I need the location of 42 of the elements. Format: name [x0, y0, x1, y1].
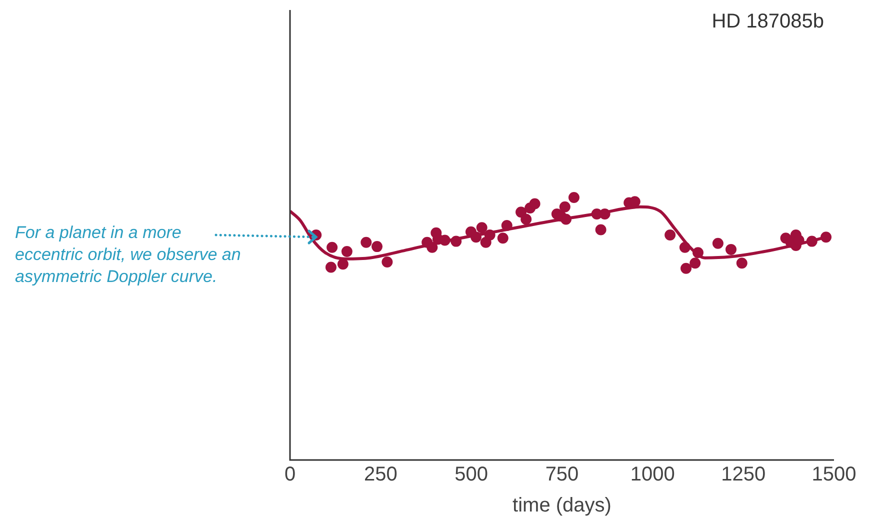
point: [680, 262, 692, 274]
point: [568, 192, 580, 203]
point: [529, 198, 540, 210]
chart-title: HD 187085b: [712, 10, 824, 33]
point: [692, 247, 704, 258]
point: [337, 258, 348, 270]
point: [439, 234, 450, 246]
point: [382, 256, 393, 268]
point: [520, 214, 532, 225]
point: [360, 236, 372, 248]
point: [426, 242, 438, 253]
point: [806, 236, 818, 247]
x-tick-label: 1250: [721, 464, 766, 486]
point: [595, 224, 606, 236]
point: [690, 258, 701, 269]
point: [599, 208, 610, 220]
x-tick-label: 0: [284, 464, 296, 486]
point: [712, 238, 724, 249]
x-tick-label: 750: [545, 464, 579, 486]
point: [736, 258, 748, 269]
point: [679, 242, 690, 253]
point: [326, 242, 338, 253]
point: [726, 244, 737, 255]
point: [476, 222, 488, 234]
point: [341, 246, 352, 258]
x-tick-label: 1000: [630, 464, 675, 486]
point: [372, 241, 383, 252]
point: [820, 232, 832, 243]
point: [470, 232, 482, 243]
point: [560, 214, 572, 225]
x-tick-label: 500: [454, 464, 488, 486]
x-tick-label: 250: [364, 464, 398, 486]
x-axis-title: time (days): [512, 494, 612, 517]
point: [325, 262, 336, 273]
point: [450, 236, 462, 247]
point: [559, 201, 570, 212]
point: [501, 220, 512, 232]
point: [484, 230, 496, 240]
text: For a planet in a more eccentric orbit, we observe an asymmetric Doppler curve.: [15, 222, 242, 288]
point: [497, 232, 508, 244]
point: [664, 230, 676, 240]
x-tick-label: 1500: [812, 464, 856, 486]
